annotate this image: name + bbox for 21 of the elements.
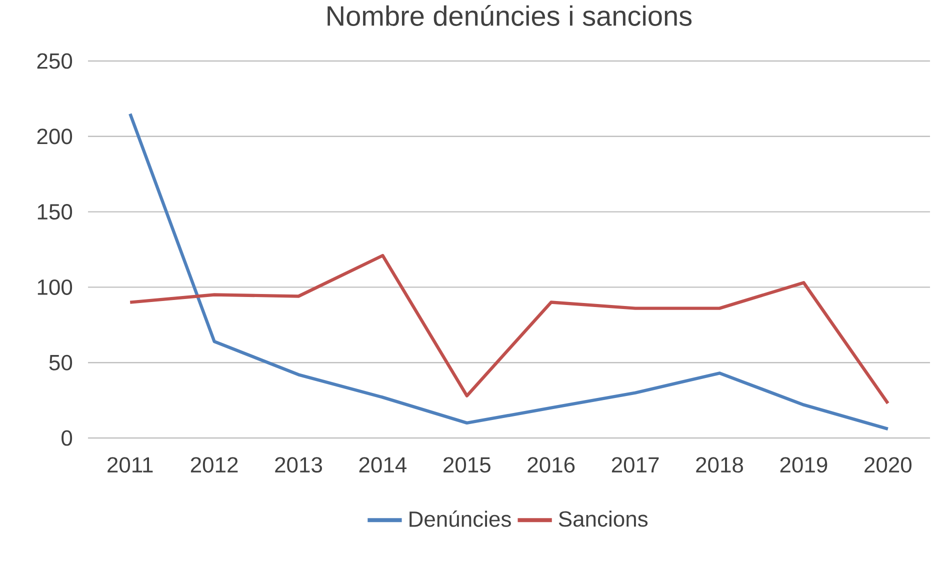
y-tick-label: 250 — [37, 53, 72, 69]
legend-label: Sancions — [558, 510, 648, 527]
y-tick-label: 50 — [49, 354, 72, 370]
y-tick-label: 200 — [37, 128, 72, 144]
x-tick-label: 2019 — [780, 457, 828, 473]
y-tick-label: 0 — [62, 430, 72, 446]
y-tick-label: 100 — [38, 279, 72, 295]
x-tick-label: 2017 — [612, 457, 659, 473]
x-tick-label: 2018 — [696, 457, 743, 473]
chart-title: Nombre denúncies i sancions — [328, 5, 692, 26]
legend-label: Denúncies — [410, 510, 511, 527]
x-tick-label: 2013 — [275, 457, 322, 473]
x-tick-label: 2012 — [190, 457, 238, 473]
x-tick-label: 2014 — [359, 457, 407, 473]
x-tick-label: 2015 — [444, 457, 490, 473]
line-series — [128, 254, 890, 405]
x-tick-label: 2016 — [528, 457, 575, 473]
y-tick-label: 150 — [38, 204, 72, 220]
x-tick-label: 2011 — [108, 457, 153, 473]
line-series — [128, 112, 890, 431]
x-tick-label: 2020 — [864, 457, 912, 473]
